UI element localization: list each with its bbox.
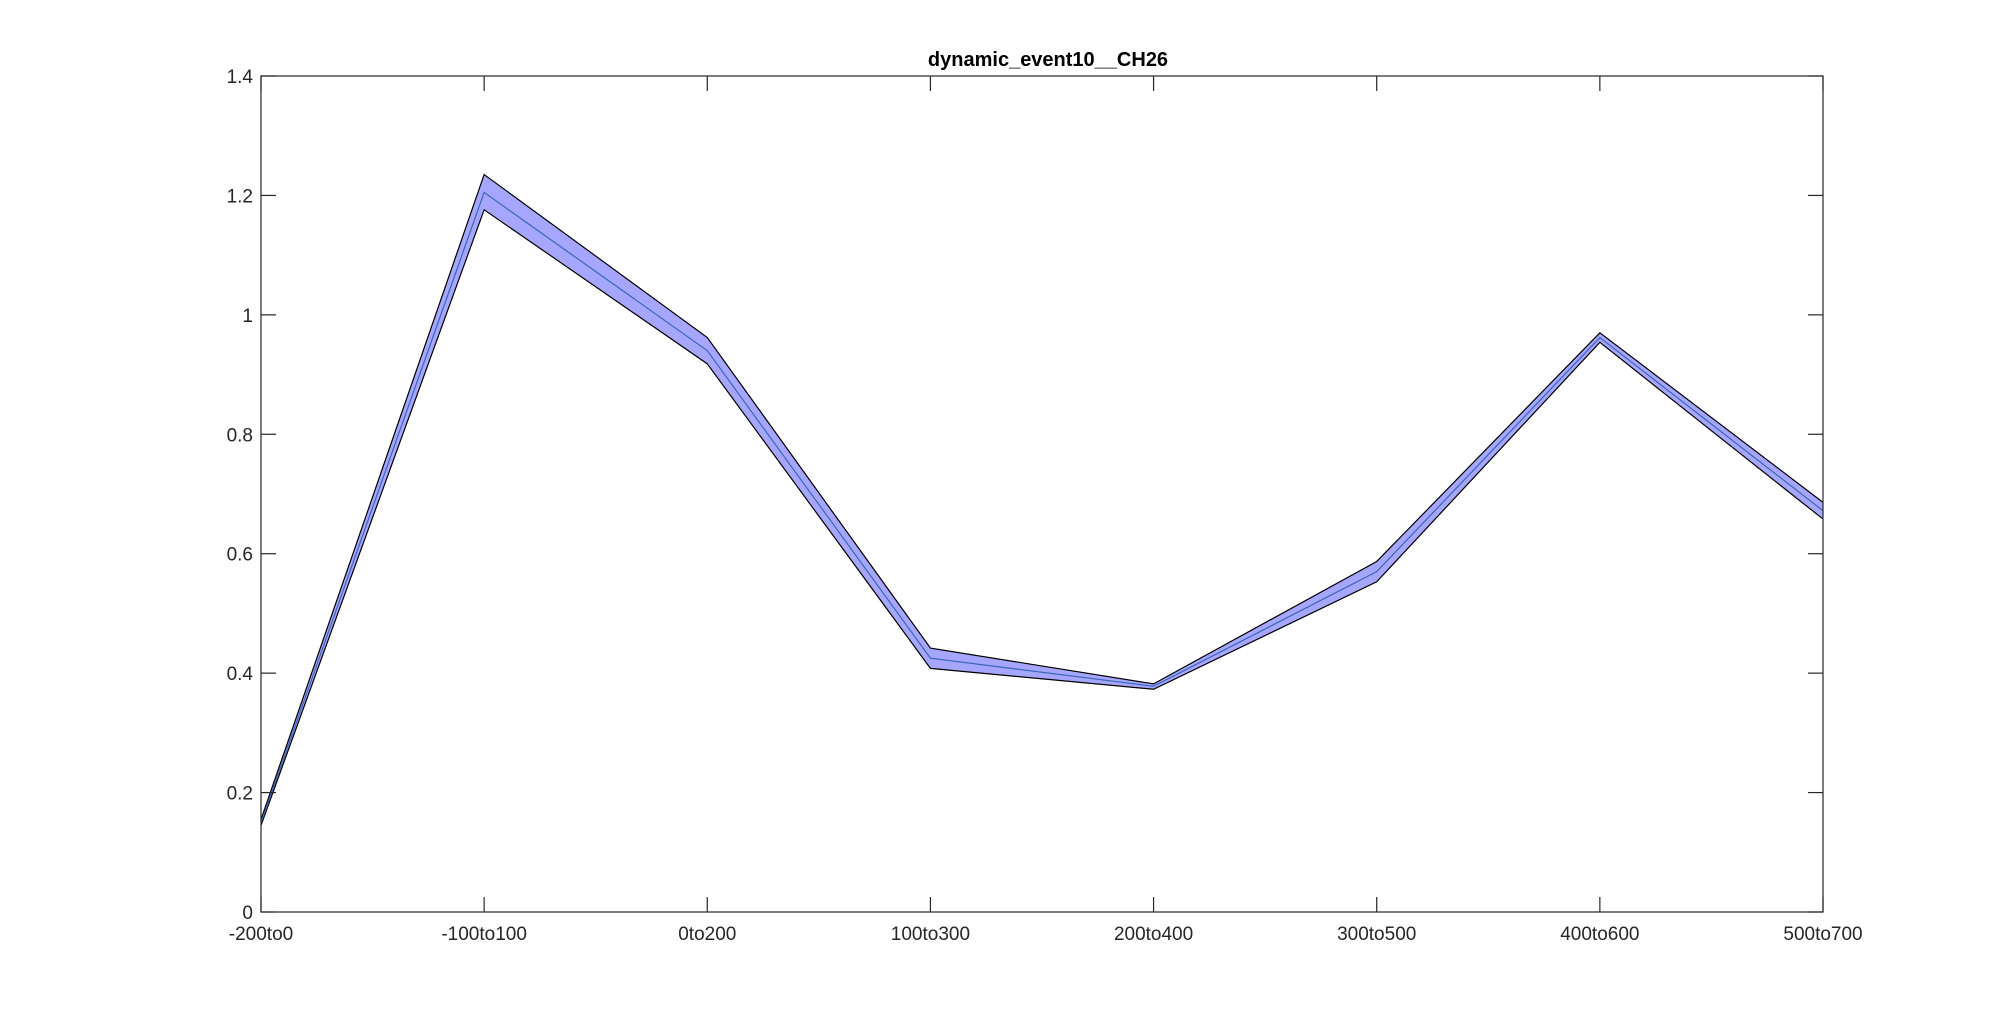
x-tick-label: 100to300 (891, 924, 970, 945)
tick-labels: 0 0.2 0.4 0.6 0.8 1 1.2 1.4 -200to0 -100to100 0to2… (227, 67, 1863, 945)
tick-marks (260, 75, 1824, 913)
y-tick-label: 1 (242, 306, 253, 327)
y-tick-label: 1.4 (227, 67, 254, 88)
y-tick-label: 0.6 (227, 545, 253, 566)
band-lower-edge (260, 208, 1824, 826)
axes (260, 75, 1824, 913)
x-tick-label: 500to700 (1783, 924, 1862, 945)
x-tick-label: 400to600 (1560, 924, 1639, 945)
y-tick-label: 1.2 (227, 186, 253, 207)
band-upper-edge (260, 173, 1824, 820)
y-tick-label: 0.8 (227, 425, 253, 446)
x-tick-label: 300to500 (1337, 924, 1416, 945)
mean-line (260, 191, 1824, 823)
y-tick-label: 0.4 (227, 664, 254, 685)
y-tick-label: 0.2 (227, 784, 253, 805)
y-tick-label: 0 (242, 903, 253, 924)
axes-box (260, 75, 1824, 913)
x-tick-label: 200to400 (1114, 924, 1193, 945)
x-tick-label: -100to100 (441, 924, 527, 945)
x-tick-label: -200to0 (229, 924, 293, 945)
chart-title: dynamic_event10__CH26 (928, 49, 1168, 71)
x-tick-label: 0to200 (678, 924, 736, 945)
plot-area (260, 173, 1824, 826)
